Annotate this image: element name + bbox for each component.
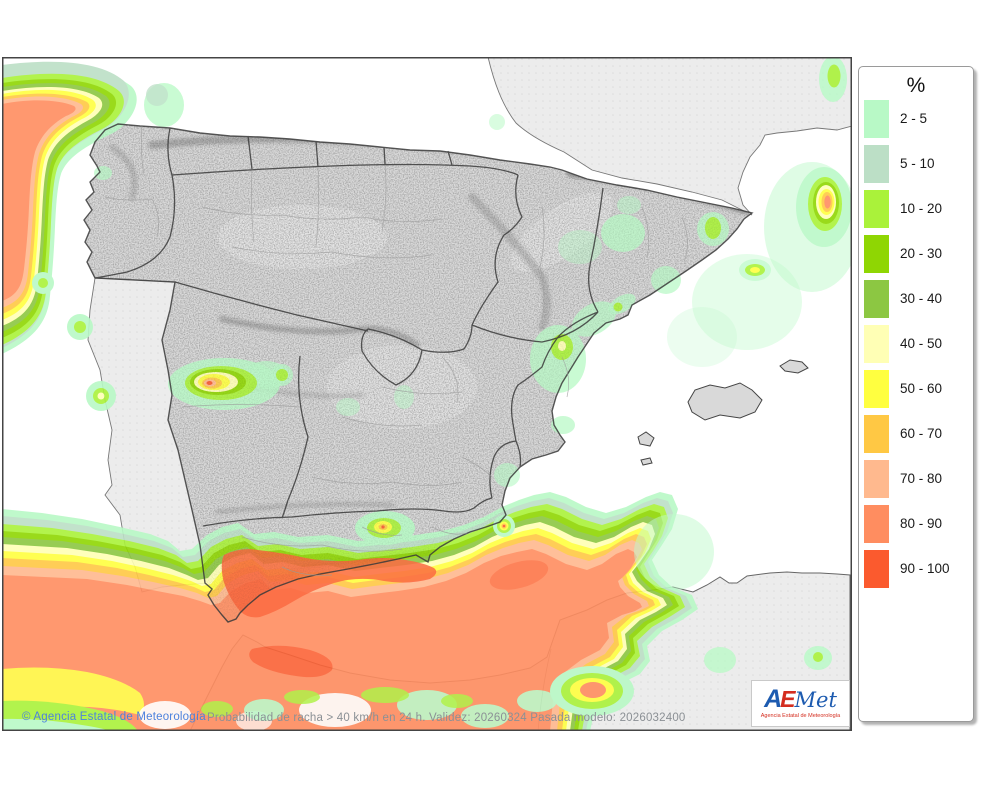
- legend-label: 70 - 80: [900, 471, 943, 486]
- legend-swatch: [864, 549, 889, 588]
- balearic-islands: [637, 359, 809, 466]
- legend-label: 30 - 40: [900, 291, 943, 306]
- probability-overlay: [2, 57, 852, 731]
- legend-swatch: [864, 459, 889, 498]
- france-land: [487, 57, 852, 216]
- legend-swatch: [864, 189, 889, 228]
- legend-swatch: [864, 144, 889, 183]
- legend-label: 40 - 50: [900, 336, 943, 351]
- aemet-logo: A E Met Agencia Estatal de Meteorología: [751, 680, 850, 727]
- legend-label: 20 - 30: [900, 246, 943, 261]
- legend-item: 50 - 60: [859, 366, 973, 411]
- legend-label: 80 - 90: [900, 516, 943, 531]
- legend-panel: % 2 - 5 5 - 10 10 - 20 20 - 30 30 - 40 40 - 5…: [858, 66, 974, 722]
- legend-item: 20 - 30: [859, 231, 973, 276]
- footer-copyright: © Agencia Estatal de Meteorología: [22, 711, 206, 723]
- legend-swatch: [864, 279, 889, 318]
- map-canvas: [2, 57, 852, 731]
- legend-swatch: [864, 369, 889, 408]
- aemet-logo-caption: Agencia Estatal de Meteorología: [760, 713, 841, 720]
- legend-item: 80 - 90: [859, 501, 973, 546]
- legend-swatch: [864, 99, 889, 138]
- legend-swatch: [864, 504, 889, 543]
- legend-swatch: [864, 324, 889, 363]
- legend-title: %: [906, 74, 926, 97]
- legend-label: 10 - 20: [900, 201, 943, 216]
- footer-info: Probabilidad de racha > 40 km/h en 24 h.…: [207, 712, 686, 724]
- region-borders: [83, 123, 754, 623]
- legend-items: 2 - 5 5 - 10 10 - 20 20 - 30 30 - 40 40 - 50 5…: [859, 96, 973, 591]
- legend-swatch: [864, 234, 889, 273]
- legend-item: 60 - 70: [859, 411, 973, 456]
- legend-item: 10 - 20: [859, 186, 973, 231]
- legend-item: 30 - 40: [859, 276, 973, 321]
- legend-label: 2 - 5: [900, 111, 928, 126]
- legend-item: 70 - 80: [859, 456, 973, 501]
- legend-item: 2 - 5: [859, 96, 973, 141]
- aemet-logo-text: A E Met: [764, 685, 837, 714]
- legend-item: 40 - 50: [859, 321, 973, 366]
- legend-item: 5 - 10: [859, 141, 973, 186]
- legend-swatch: [864, 414, 889, 453]
- legend-label: 5 - 10: [900, 156, 935, 171]
- legend-label: 90 - 100: [900, 561, 950, 576]
- legend-label: 60 - 70: [900, 426, 943, 441]
- province-borders: [104, 125, 688, 576]
- map-border: [2, 57, 852, 731]
- legend-label: 50 - 60: [900, 381, 943, 396]
- legend-item: 90 - 100: [859, 546, 973, 591]
